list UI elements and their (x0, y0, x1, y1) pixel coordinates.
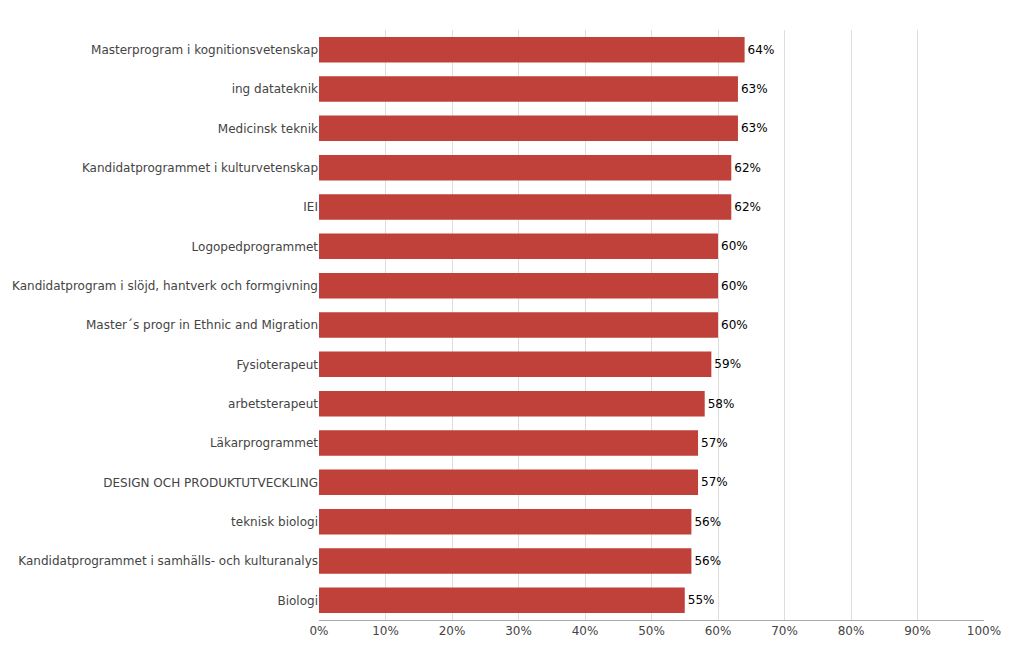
svg-text:Biologi: Biologi (277, 594, 318, 608)
svg-text:63%: 63% (741, 121, 768, 135)
svg-text:80%: 80% (838, 624, 865, 638)
svg-text:62%: 62% (734, 161, 761, 175)
svg-text:IEI: IEI (303, 200, 318, 214)
svg-text:Fysioterapeut: Fysioterapeut (236, 358, 318, 372)
svg-text:62%: 62% (734, 200, 761, 214)
svg-text:Medicinsk teknik: Medicinsk teknik (218, 122, 318, 136)
svg-text:50%: 50% (638, 624, 665, 638)
svg-text:57%: 57% (701, 436, 728, 450)
svg-text:Masterprogram i kognitionsvete: Masterprogram i kognitionsvetenskap (91, 43, 318, 57)
svg-text:30%: 30% (505, 624, 532, 638)
svg-text:40%: 40% (572, 624, 599, 638)
svg-text:DESIGN OCH PRODUKTUTVECKLING: DESIGN OCH PRODUKTUTVECKLING (103, 476, 318, 490)
svg-text:58%: 58% (708, 397, 735, 411)
svg-text:20%: 20% (439, 624, 466, 638)
svg-text:60%: 60% (721, 279, 748, 293)
svg-text:Kandidatprogrammet i samhälls-: Kandidatprogrammet i samhälls- och kultu… (18, 554, 318, 568)
svg-text:56%: 56% (694, 554, 721, 568)
svg-text:ing datateknik: ing datateknik (232, 82, 318, 96)
svg-text:57%: 57% (701, 475, 728, 489)
svg-text:60%: 60% (721, 239, 748, 253)
svg-text:100%: 100% (967, 624, 1001, 638)
svg-text:10%: 10% (372, 624, 399, 638)
svg-text:60%: 60% (721, 318, 748, 332)
svg-text:teknisk biologi: teknisk biologi (231, 515, 318, 529)
svg-text:70%: 70% (771, 624, 798, 638)
svg-text:90%: 90% (904, 624, 931, 638)
svg-text:59%: 59% (714, 357, 741, 371)
svg-text:63%: 63% (741, 82, 768, 96)
svg-text:60%: 60% (705, 624, 732, 638)
svg-text:55%: 55% (688, 593, 715, 607)
svg-text:arbetsterapeut: arbetsterapeut (228, 397, 318, 411)
svg-text:0%: 0% (309, 624, 328, 638)
svg-text:Master´s progr in Ethnic and M: Master´s progr in Ethnic and Migration (86, 318, 318, 332)
svg-text:64%: 64% (748, 43, 775, 57)
svg-text:56%: 56% (694, 515, 721, 529)
svg-text:Kandidatprogrammet i kulturvet: Kandidatprogrammet i kulturvetenskap (82, 161, 318, 175)
svg-text:Logopedprogrammet: Logopedprogrammet (192, 240, 319, 254)
svg-text:Läkarprogrammet: Läkarprogrammet (210, 436, 318, 450)
svg-text:Kandidatprogram i slöjd, hantv: Kandidatprogram i slöjd, hantverk och fo… (12, 279, 318, 293)
